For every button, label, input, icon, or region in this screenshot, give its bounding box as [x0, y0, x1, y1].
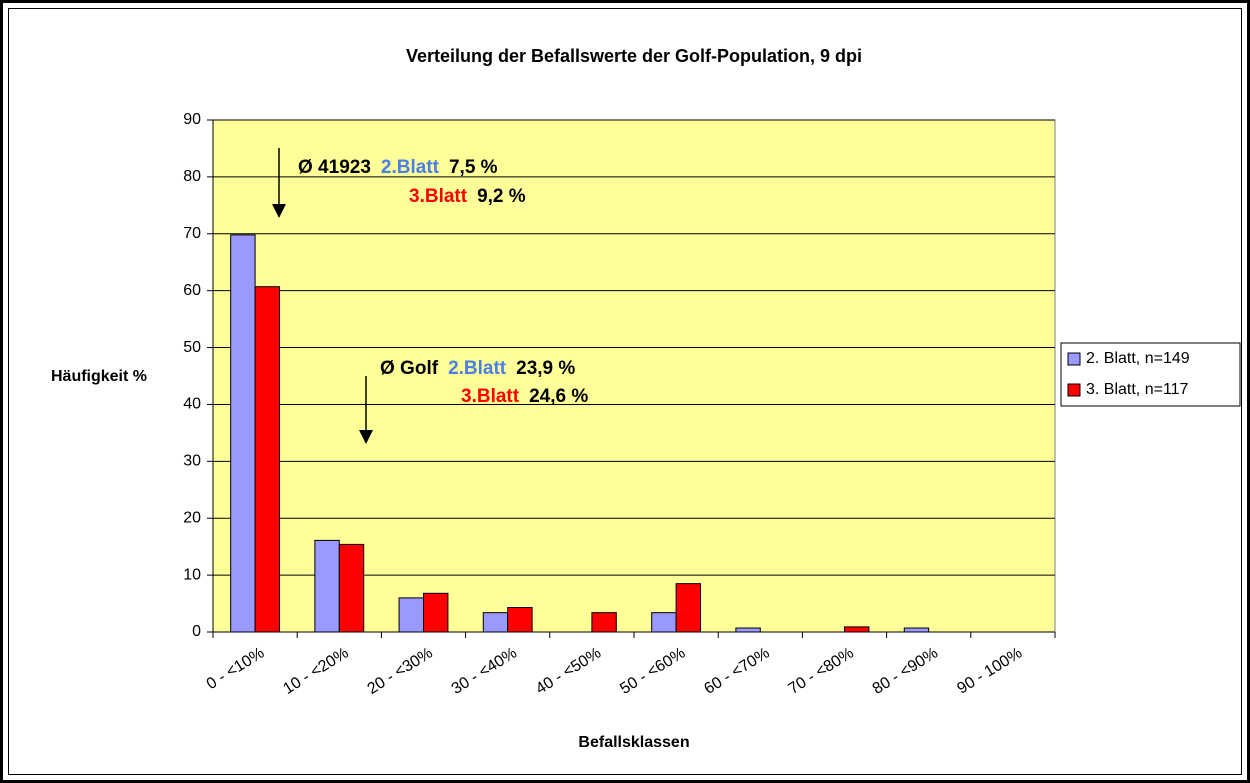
- y-tick-label: 60: [183, 282, 201, 299]
- bar: [591, 612, 617, 633]
- x-tick-label: 10 - <20%: [280, 645, 351, 698]
- annotation: Ø Golf 2.Blatt 23,9 %: [380, 358, 575, 379]
- annotation-part: 24,6 %: [529, 386, 588, 407]
- legend-label: 2. Blatt, n=149: [1086, 350, 1190, 367]
- bar: [844, 626, 870, 633]
- bar: [651, 612, 677, 633]
- annotation-part: 23,9 %: [516, 358, 575, 379]
- annotation-part: 9,2 %: [477, 186, 526, 207]
- y-tick-label: 0: [192, 623, 201, 640]
- y-tick-label: 50: [183, 339, 201, 356]
- bar: [398, 597, 424, 633]
- annotation: 3.Blatt 24,6 %: [461, 386, 588, 407]
- bar: [675, 583, 702, 633]
- x-tick-label: 90 - 100%: [954, 645, 1025, 698]
- bar: [423, 592, 449, 633]
- legend-swatch: [1067, 383, 1081, 397]
- bar: [507, 607, 533, 633]
- annotation: 3.Blatt 9,2 %: [409, 186, 526, 207]
- annotation-part: Ø 41923: [298, 157, 371, 178]
- x-axis-label: Befallsklassen: [578, 734, 689, 751]
- bar: [338, 543, 365, 633]
- bar: [903, 627, 930, 633]
- legend-label: 3. Blatt, n=117: [1086, 381, 1189, 398]
- annotation-part: 3.Blatt: [409, 186, 468, 207]
- x-tick-label: 50 - <60%: [617, 645, 688, 698]
- annotation-part: 2.Blatt: [448, 358, 507, 379]
- y-tick-label: 80: [183, 168, 201, 185]
- bar: [314, 539, 340, 633]
- bar: [735, 627, 761, 633]
- y-axis-label: Häufigkeit %: [51, 368, 147, 385]
- bar: [254, 286, 281, 633]
- y-tick-label: 10: [183, 566, 201, 583]
- x-tick-label: 0 - <10%: [204, 645, 268, 694]
- annotation-part: 2.Blatt: [381, 157, 440, 178]
- y-tick-label: 20: [183, 509, 201, 526]
- bar: [482, 612, 509, 633]
- x-tick-label: 20 - <30%: [365, 645, 436, 698]
- x-tick-label: 80 - <90%: [870, 645, 941, 698]
- x-tick-label: 40 - <50%: [533, 645, 604, 698]
- legend-box: [1060, 342, 1241, 407]
- arrow-head: [359, 430, 373, 444]
- y-tick-label: 90: [183, 111, 201, 128]
- y-tick-label: 70: [183, 225, 201, 242]
- y-tick-label: 40: [183, 396, 201, 413]
- x-tick-label: 30 - <40%: [449, 645, 520, 698]
- annotation-part: 3.Blatt: [461, 386, 520, 407]
- annotation-part: 7,5 %: [449, 157, 498, 178]
- bar: [230, 234, 256, 633]
- annotation: Ø 41923 2.Blatt 7,5 %: [298, 157, 498, 178]
- arrow-head: [272, 204, 286, 218]
- inner-frame: [8, 8, 1242, 775]
- x-tick-label: 70 - <80%: [786, 645, 857, 698]
- legend-swatch: [1067, 352, 1081, 366]
- annotation-part: Ø Golf: [380, 358, 439, 379]
- x-tick-label: 60 - <70%: [701, 645, 772, 698]
- y-tick-label: 30: [183, 453, 201, 470]
- chart-title: Verteilung der Befallswerte der Golf-Pop…: [406, 46, 862, 66]
